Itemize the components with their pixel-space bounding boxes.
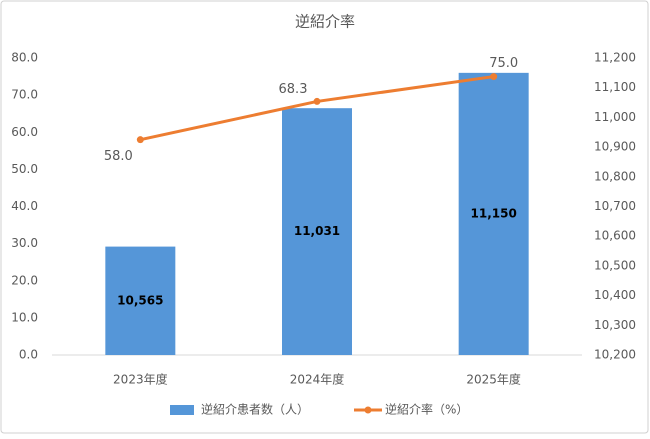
- x-tick-label: 2024年度: [290, 372, 345, 387]
- line-value-label: 75.0: [489, 56, 518, 71]
- bar: [105, 246, 176, 355]
- y2-tick-label: 10,500: [594, 258, 636, 272]
- y2-tick-label: 11,100: [594, 80, 636, 94]
- y-tick-label: 10.0: [11, 310, 38, 324]
- line-marker: [490, 73, 498, 81]
- y2-tick-label: 11,000: [594, 110, 636, 124]
- y-tick-label: 30.0: [11, 236, 38, 250]
- y2-tick-label: 11,200: [594, 51, 636, 65]
- line-marker: [136, 136, 144, 144]
- y2-tick-label: 10,900: [594, 140, 636, 154]
- y-tick-label: 60.0: [11, 125, 38, 139]
- legend-label: 逆紹介率（%）: [385, 402, 468, 417]
- line-value-label: 68.3: [279, 82, 308, 97]
- y2-tick-label: 10,200: [594, 348, 636, 362]
- x-tick-label: 2023年度: [113, 372, 168, 387]
- chart-title: 逆紹介率: [295, 13, 355, 31]
- legend-swatch-marker: [364, 406, 372, 414]
- bar-value-label: 11,031: [294, 224, 340, 238]
- y-tick-label: 40.0: [11, 199, 38, 213]
- y-tick-label: 20.0: [11, 273, 38, 287]
- legend-swatch: [170, 405, 194, 415]
- bar-value-label: 10,565: [117, 293, 163, 307]
- bar: [458, 72, 529, 355]
- x-tick-label: 2025年度: [466, 372, 521, 387]
- y2-tick-label: 10,700: [594, 199, 636, 213]
- y2-tick-label: 10,300: [594, 318, 636, 332]
- bar-value-label: 11,150: [471, 206, 517, 220]
- y-tick-label: 70.0: [11, 88, 38, 102]
- y-tick-label: 0.0: [19, 348, 38, 362]
- y2-tick-label: 10,400: [594, 288, 636, 302]
- y-tick-label: 80.0: [11, 51, 38, 65]
- y2-tick-label: 10,600: [594, 229, 636, 243]
- line-marker: [313, 97, 321, 105]
- line-value-label: 58.0: [104, 149, 133, 164]
- y-tick-label: 50.0: [11, 162, 38, 176]
- y2-tick-label: 10,800: [594, 169, 636, 183]
- bar: [282, 108, 352, 356]
- legend-label: 逆紹介患者数（人）: [201, 402, 309, 417]
